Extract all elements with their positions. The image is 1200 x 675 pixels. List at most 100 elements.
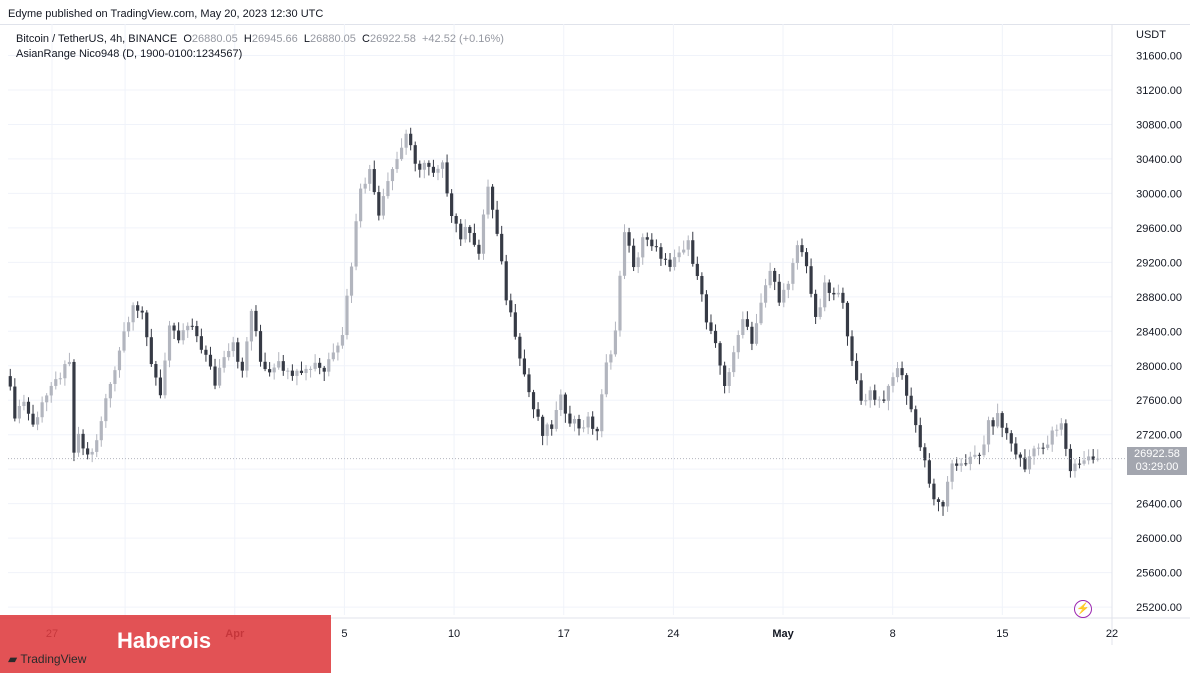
- candle-body: [750, 326, 754, 344]
- candle-body: [695, 263, 699, 277]
- candle-body: [982, 444, 986, 456]
- candle: [618, 270, 622, 337]
- candle: [104, 393, 108, 428]
- candle-body: [136, 305, 140, 311]
- candle: [1036, 443, 1041, 456]
- candle-body: [891, 377, 895, 386]
- candle: [1027, 449, 1032, 474]
- candle: [217, 359, 222, 389]
- candle: [959, 458, 963, 472]
- candle: [154, 360, 158, 386]
- candle-body: [359, 188, 363, 222]
- candle-body: [850, 336, 854, 361]
- candle: [54, 371, 58, 390]
- legend-indicator[interactable]: AsianRange Nico948 (D, 1900-0100:1234567…: [16, 48, 243, 60]
- tradingview-logo-text: TradingView: [20, 652, 87, 666]
- candle: [713, 324, 718, 348]
- candle: [26, 397, 31, 421]
- candle-body: [227, 351, 231, 358]
- candle: [500, 225, 504, 265]
- candle-body: [868, 390, 872, 401]
- lightning-icon[interactable]: ⚡: [1074, 600, 1092, 618]
- candle-body: [377, 192, 381, 216]
- candle: [204, 345, 208, 362]
- candle-body: [450, 193, 454, 216]
- candle-body: [613, 330, 618, 355]
- candle-body: [618, 275, 622, 331]
- candle-body: [823, 282, 827, 308]
- candle: [8, 368, 12, 391]
- watermark-brand: Haberois: [117, 628, 212, 653]
- candle-body: [1077, 463, 1082, 465]
- candle-body: [663, 258, 668, 260]
- candle: [541, 414, 545, 446]
- candle: [236, 337, 240, 369]
- candle: [841, 287, 845, 309]
- candle: [964, 454, 968, 467]
- candle: [136, 301, 140, 319]
- candle-body: [481, 214, 486, 254]
- candle-body: [1041, 447, 1045, 449]
- candle: [431, 159, 436, 177]
- candle: [308, 366, 313, 378]
- candle-body: [559, 394, 563, 410]
- candle: [436, 165, 440, 181]
- candle-body: [1005, 427, 1009, 434]
- candle: [131, 302, 135, 331]
- candle-body: [659, 247, 663, 259]
- candle: [923, 443, 927, 468]
- candle: [454, 213, 458, 233]
- candle-body: [786, 283, 790, 290]
- candle: [227, 343, 231, 361]
- candle-body: [390, 169, 395, 182]
- candle-body: [468, 226, 472, 233]
- candle: [550, 420, 554, 436]
- candle: [199, 328, 203, 354]
- candle-body: [636, 257, 640, 268]
- candle-body: [459, 223, 463, 240]
- candle: [468, 225, 472, 243]
- candle-body: [40, 402, 44, 418]
- candle: [281, 354, 285, 376]
- candle: [299, 361, 304, 376]
- candle: [113, 366, 117, 392]
- candle: [873, 384, 877, 406]
- candle-body: [1014, 443, 1018, 455]
- candle: [450, 189, 454, 223]
- candle: [718, 341, 722, 375]
- candle-body: [677, 252, 681, 258]
- candle-body: [777, 281, 781, 303]
- candle-body: [108, 383, 112, 399]
- candle: [145, 310, 149, 347]
- candle-body: [754, 323, 759, 344]
- x-tick-label: 5: [341, 628, 347, 640]
- candle: [977, 452, 982, 465]
- candle-body: [1036, 447, 1041, 449]
- y-tick-label: 31600.00: [1136, 51, 1182, 63]
- candle: [786, 280, 790, 299]
- candle: [254, 305, 258, 337]
- candle: [554, 401, 558, 432]
- y-tick-label: 25200.00: [1136, 602, 1182, 614]
- candle-body: [90, 451, 94, 455]
- candle-body: [895, 368, 900, 378]
- candle-body: [595, 428, 599, 432]
- candle-body: [231, 342, 235, 352]
- candle: [386, 172, 390, 199]
- candle-body: [509, 300, 513, 313]
- candle-body: [577, 418, 581, 429]
- candle: [81, 429, 85, 456]
- candle-body: [700, 276, 704, 295]
- candle: [663, 253, 668, 266]
- candle: [17, 399, 21, 424]
- candle: [286, 367, 290, 380]
- candle-body: [732, 352, 736, 373]
- candle-body: [413, 145, 417, 164]
- candle: [632, 238, 636, 272]
- candle-body: [117, 350, 122, 371]
- candle-body: [327, 359, 331, 372]
- candle-body: [522, 358, 527, 375]
- candle-body: [563, 394, 567, 414]
- candle: [586, 412, 590, 435]
